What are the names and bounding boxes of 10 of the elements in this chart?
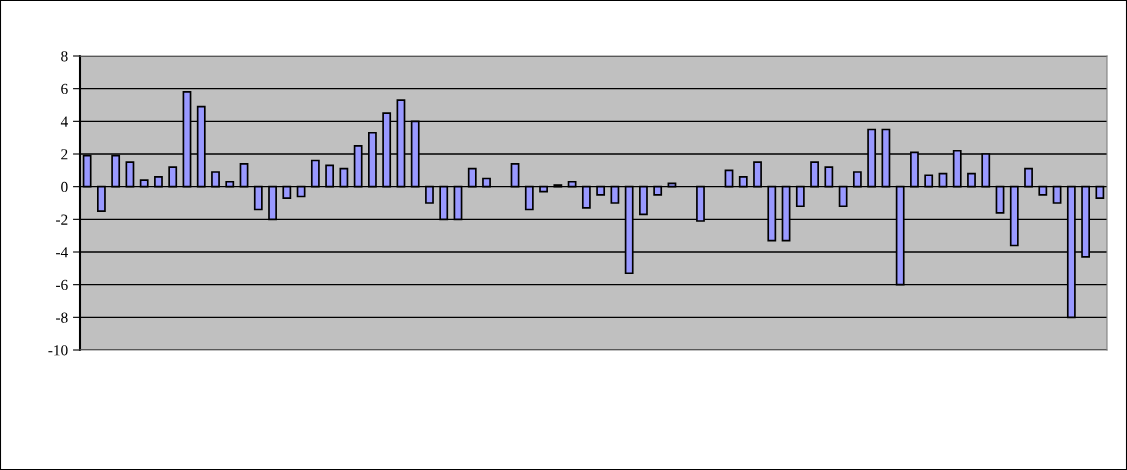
y-tick-label: 2	[61, 149, 68, 160]
y-tick-label: -8	[56, 312, 68, 323]
y-tick-label: 6	[61, 83, 68, 95]
y-tick-label: 0	[61, 181, 68, 193]
y-tick-label: 8	[61, 51, 68, 62]
y-tick-label: -6	[56, 279, 68, 291]
y-tick-label: -10	[48, 345, 68, 356]
y-tick-label: -2	[56, 214, 68, 225]
y-tick-label: 4	[60, 116, 68, 127]
y-tick-label: -4	[56, 247, 68, 258]
